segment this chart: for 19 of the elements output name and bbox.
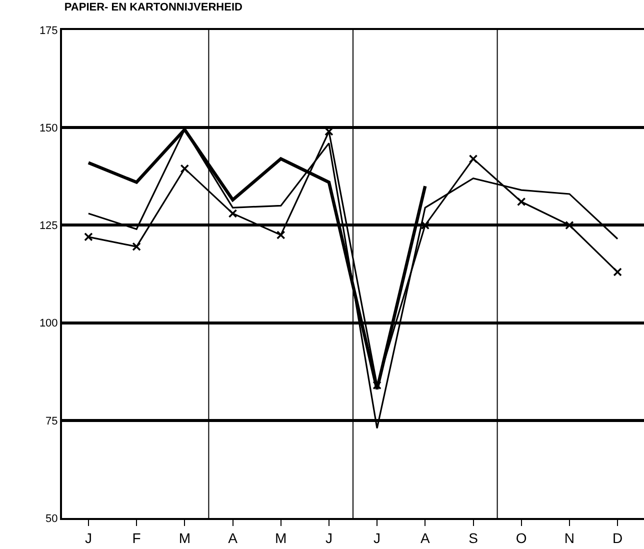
x-tick-label: J (84, 530, 92, 546)
chart-title: PAPIER- EN KARTONNIJVERHEID (64, 1, 243, 14)
x-tick-label: M (275, 530, 287, 546)
y-tick-label: 75 (46, 415, 58, 428)
x-tick-label: A (228, 530, 238, 546)
x-tick-label: F (132, 530, 141, 546)
y-tick-label: 150 (39, 122, 58, 134)
x-tick-label: J (325, 530, 332, 546)
y-tick-label: 125 (39, 220, 58, 232)
x-tick-label: D (612, 530, 623, 546)
x-tick-label: O (516, 530, 527, 546)
x-tick-label: J (374, 530, 381, 546)
x-tick-label: S (468, 530, 478, 546)
x-tick-label: A (420, 530, 430, 546)
x-tick-label: N (564, 530, 575, 546)
y-tick-label: 100 (39, 318, 58, 330)
x-tick-label: M (178, 530, 190, 546)
y-tick-label: 50 (46, 512, 58, 525)
y-tick-label: 175 (39, 24, 58, 37)
